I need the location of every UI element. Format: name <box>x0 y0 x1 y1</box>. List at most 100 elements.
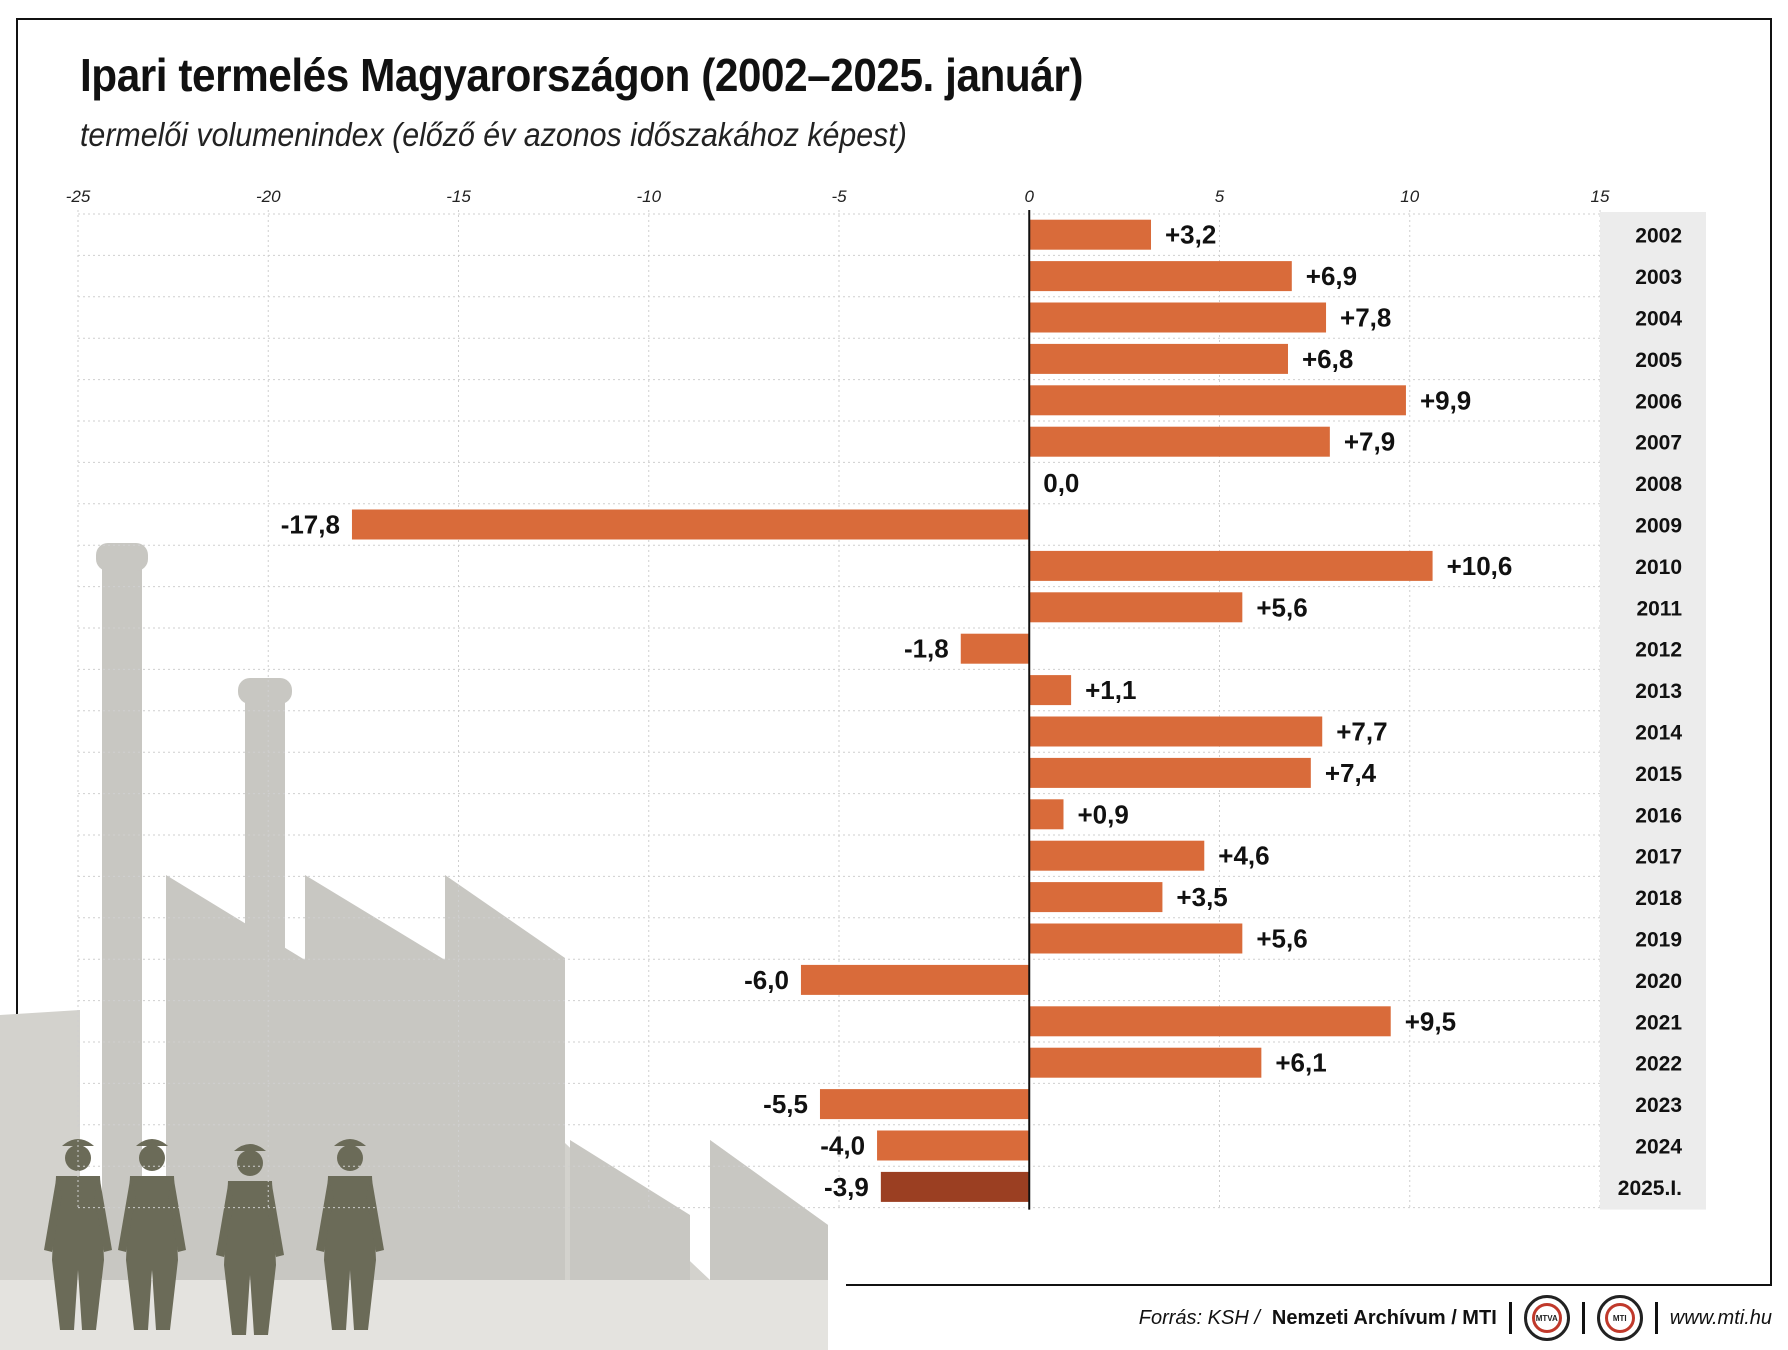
worker-body-shape <box>324 1176 376 1330</box>
factory-roof-shape <box>710 1140 828 1280</box>
data-label: +5,6 <box>1256 592 1307 622</box>
bar <box>1029 799 1064 830</box>
bar <box>1029 219 1152 250</box>
factory-roof-shape <box>570 1140 690 1280</box>
category-labels: 2002 2003 2004 2005 2006 2007 2008 2009 2010 2011… <box>1618 225 1683 1200</box>
data-label: 0,0 <box>1043 468 1079 498</box>
data-label: +7,7 <box>1336 717 1387 747</box>
category-label: 2013 <box>1635 680 1682 703</box>
data-label: +10,6 <box>1447 551 1513 581</box>
footer-separator <box>1581 1302 1585 1334</box>
chimney-cap-shape <box>96 543 148 571</box>
bar <box>1029 840 1205 871</box>
page-title: Ipari termelés Magyarországon (2002–2025… <box>80 49 1084 101</box>
worker-arm-shape <box>216 1185 234 1257</box>
bar <box>1029 592 1243 623</box>
category-label: 2008 <box>1635 473 1682 496</box>
data-label: +4,6 <box>1218 841 1269 871</box>
data-label: -17,8 <box>281 510 340 540</box>
category-label: 2025.I. <box>1618 1177 1682 1200</box>
data-label: +9,5 <box>1405 1006 1456 1036</box>
data-label: +7,8 <box>1340 303 1391 333</box>
data-label: +7,9 <box>1344 427 1395 457</box>
data-label: +9,9 <box>1420 385 1471 415</box>
bar <box>1029 757 1311 788</box>
mti-logo: MTI <box>1596 1295 1643 1341</box>
category-label: 2018 <box>1635 887 1682 910</box>
category-label: 2019 <box>1635 929 1682 952</box>
data-label: +7,4 <box>1325 758 1377 788</box>
worker-helmet-shape <box>334 1139 366 1146</box>
data-label: -4,0 <box>820 1131 865 1161</box>
category-label: 2016 <box>1635 804 1682 827</box>
year-band-rect <box>1600 212 1706 1210</box>
data-label: -6,0 <box>744 965 789 995</box>
worker-silhouette <box>44 1139 112 1330</box>
category-label: 2006 <box>1635 390 1682 413</box>
category-label: 2024 <box>1635 1136 1682 1159</box>
worker-body-shape <box>52 1176 104 1330</box>
bar <box>1029 550 1433 581</box>
worker-head-shape <box>237 1150 263 1176</box>
bar <box>1029 261 1292 292</box>
worker-arm-shape <box>316 1180 334 1252</box>
category-label: 2007 <box>1635 432 1682 455</box>
bar <box>1029 343 1288 374</box>
x-tick-label: -10 <box>636 187 661 206</box>
worker-silhouette <box>216 1144 284 1335</box>
category-label: 2017 <box>1635 846 1682 869</box>
bar <box>1029 716 1323 747</box>
category-label: 2021 <box>1635 1011 1682 1034</box>
x-tick-label: -20 <box>256 187 281 206</box>
data-label: +6,9 <box>1306 261 1357 291</box>
factory-workers-illustration <box>0 543 828 1350</box>
category-label: 2012 <box>1635 639 1682 662</box>
worker-arm-shape <box>118 1180 136 1252</box>
bar <box>1029 1047 1262 1078</box>
bar <box>1029 302 1327 333</box>
category-label: 2015 <box>1635 763 1682 786</box>
footer: Forrás: KSH / Nemzeti Archívum / MTI MTV… <box>1138 1295 1772 1341</box>
footer-separator <box>1508 1302 1512 1334</box>
bar <box>1029 675 1072 706</box>
data-label: +3,5 <box>1176 882 1227 912</box>
data-label: +6,1 <box>1275 1048 1326 1078</box>
category-label: 2009 <box>1635 515 1682 538</box>
worker-helmet-shape <box>136 1139 168 1146</box>
x-tick-label: 10 <box>1400 187 1419 206</box>
bar <box>1029 385 1406 416</box>
category-label: 2020 <box>1635 970 1682 993</box>
bar <box>1029 923 1243 954</box>
page-subtitle: termelői volumenindex (előző év azonos i… <box>80 116 907 153</box>
x-tick-label: -25 <box>66 187 91 206</box>
data-label: -3,9 <box>824 1172 869 1202</box>
source-prefix: Forrás: KSH / <box>1138 1306 1260 1329</box>
category-label: 2011 <box>1636 597 1682 620</box>
x-tick-label: 5 <box>1215 187 1225 206</box>
bar <box>1029 426 1330 457</box>
bar <box>351 509 1030 540</box>
chimney-cap-shape <box>238 678 292 704</box>
footer-separator <box>1654 1302 1658 1334</box>
worker-helmet-shape <box>62 1139 94 1146</box>
category-label: 2023 <box>1635 1094 1682 1117</box>
worker-arm-shape <box>168 1180 186 1252</box>
bar <box>1029 1006 1391 1037</box>
worker-silhouette <box>118 1139 186 1330</box>
worker-head-shape <box>337 1145 363 1171</box>
category-label: 2002 <box>1635 225 1682 248</box>
bar <box>1029 882 1163 913</box>
x-tick-label: -15 <box>446 187 471 206</box>
factory-roof-shape <box>445 875 565 1280</box>
site-url: www.mti.hu <box>1669 1306 1772 1329</box>
worker-helmet-shape <box>234 1144 266 1151</box>
x-axis-ticks: -25 -20 -15 -10 -5 0 5 10 15 <box>66 187 1610 206</box>
ground-shape <box>0 1280 828 1350</box>
x-tick-label: 15 <box>1591 187 1610 206</box>
factory-roof-shape <box>166 875 305 1280</box>
bar <box>960 633 1030 664</box>
data-label: +5,6 <box>1256 924 1307 954</box>
category-label: 2003 <box>1635 266 1682 289</box>
worker-arm-shape <box>366 1180 384 1252</box>
